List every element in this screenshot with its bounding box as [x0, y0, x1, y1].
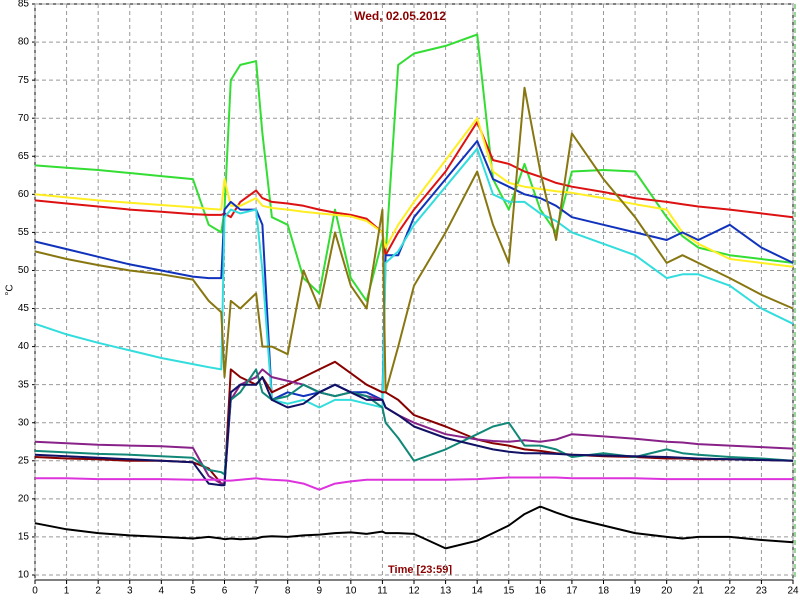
series-line: [34, 33, 794, 302]
y-tick-label: 15: [18, 532, 30, 543]
y-tick-label: 75: [18, 75, 30, 86]
x-tick-label: 20: [661, 586, 673, 597]
x-tick-label: 15: [503, 586, 515, 597]
x-tick-label: 18: [598, 586, 610, 597]
x-tick-label: 14: [472, 586, 484, 597]
series-line: [34, 86, 794, 394]
x-tick-label: 8: [285, 586, 291, 597]
x-tick-label: 4: [159, 586, 165, 597]
y-tick-label: 55: [18, 227, 30, 238]
chart-title: Wed, 02.05.2012: [354, 9, 446, 23]
y-tick-label: 70: [18, 113, 30, 124]
y-tick-label: 20: [18, 494, 30, 505]
y-tick-label: 40: [18, 341, 30, 352]
series-line: [34, 117, 794, 268]
y-axis-label: °C: [5, 284, 16, 295]
x-tick-label: 2: [95, 586, 101, 597]
x-tick-label: 19: [630, 586, 642, 597]
x-tick-label: 3: [127, 586, 133, 597]
y-tick-label: 80: [18, 37, 30, 48]
series-line: [35, 476, 793, 491]
y-tick-label: 45: [18, 303, 30, 314]
x-tick-label: 6: [222, 586, 228, 597]
x-tick-label: 5: [190, 586, 196, 597]
x-tick-label: 17: [566, 586, 578, 597]
x-tick-label: 16: [535, 586, 547, 597]
x-tick-label: 23: [756, 586, 768, 597]
x-axis-label: Time [23:59]: [388, 564, 452, 576]
y-tick-label: 30: [18, 417, 30, 428]
x-tick-label: 9: [316, 586, 322, 597]
y-tick-label: 10: [18, 570, 30, 581]
x-tick-label: 1: [64, 586, 70, 597]
x-tick-label: 0: [32, 586, 38, 597]
y-tick-label: 25: [18, 455, 30, 466]
y-tick-label: 85: [18, 0, 30, 10]
x-tick-label: 12: [408, 586, 420, 597]
y-tick-label: 65: [18, 151, 30, 162]
x-tick-label: 7: [253, 586, 259, 597]
x-tick-label: 13: [440, 586, 452, 597]
y-tick-label: 50: [18, 265, 30, 276]
series-line: [34, 376, 794, 487]
series-line: [34, 505, 794, 550]
x-tick-label: 11: [377, 586, 388, 597]
series-line: [34, 147, 794, 409]
x-tick-label: 21: [693, 586, 705, 597]
y-tick-label: 35: [18, 379, 30, 390]
x-tick-label: 24: [787, 586, 799, 597]
y-tick-label: 60: [18, 189, 30, 200]
x-tick-label: 22: [724, 586, 736, 597]
series-line: [34, 140, 794, 401]
x-tick-label: 10: [345, 586, 357, 597]
